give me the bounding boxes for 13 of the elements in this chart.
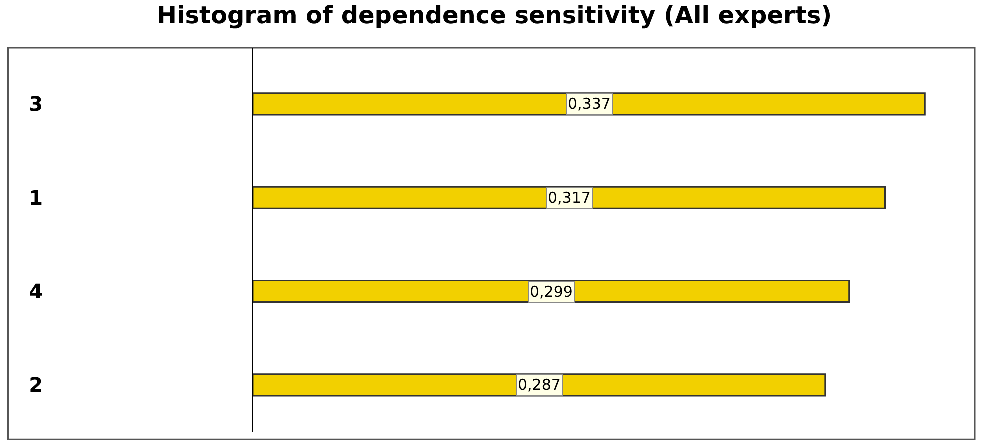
bar [253,186,886,210]
data-label: 0,317 [548,189,591,207]
bar [253,374,826,397]
data-label: 0,287 [518,376,561,394]
data-label: 0,299 [530,283,573,301]
chart-title: Histogram of dependence sensitivity (All experts) [156,1,832,30]
y-tick-label: 1 [29,186,43,210]
y-tick-label: 4 [29,280,43,304]
data-label: 0,337 [568,95,611,113]
y-tick-label: 3 [29,92,43,116]
bar [253,280,850,304]
y-tick-label: 2 [29,373,43,398]
bar [253,92,926,116]
